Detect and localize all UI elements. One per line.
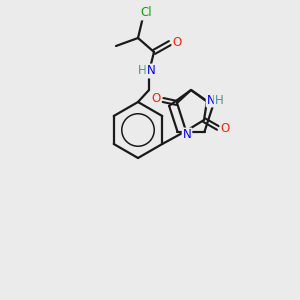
Text: H: H: [138, 64, 146, 77]
Text: N: N: [183, 128, 191, 142]
Text: H: H: [214, 94, 224, 106]
Text: O: O: [172, 35, 182, 49]
Text: O: O: [220, 122, 230, 134]
Text: N: N: [207, 94, 215, 106]
Text: Cl: Cl: [140, 7, 152, 20]
Text: O: O: [152, 92, 160, 106]
Text: N: N: [147, 64, 155, 77]
